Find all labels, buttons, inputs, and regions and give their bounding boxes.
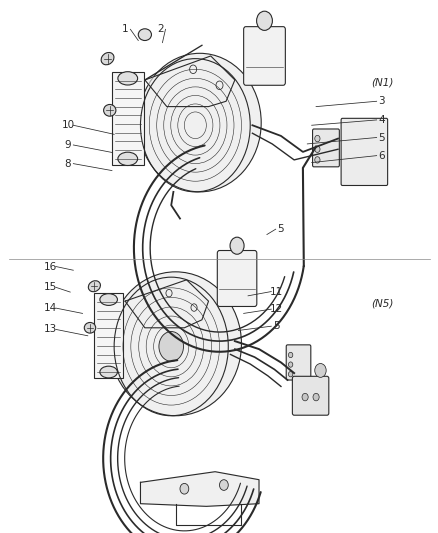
Circle shape [314, 146, 319, 152]
Ellipse shape [138, 29, 151, 41]
Ellipse shape [84, 322, 95, 333]
Ellipse shape [138, 53, 261, 192]
Text: 3: 3 [378, 96, 385, 106]
Text: (N1): (N1) [370, 78, 392, 87]
FancyBboxPatch shape [292, 376, 328, 415]
Ellipse shape [101, 52, 114, 65]
Text: 9: 9 [64, 140, 71, 150]
FancyBboxPatch shape [112, 72, 143, 165]
Text: 2: 2 [156, 25, 163, 34]
Text: 8: 8 [64, 159, 71, 168]
Text: 12: 12 [269, 304, 283, 314]
Ellipse shape [117, 71, 137, 85]
Circle shape [301, 393, 307, 401]
Ellipse shape [100, 366, 117, 378]
Polygon shape [125, 280, 208, 328]
Ellipse shape [110, 272, 241, 416]
Ellipse shape [103, 104, 116, 116]
Ellipse shape [88, 281, 100, 292]
Text: 15: 15 [44, 282, 57, 292]
Polygon shape [140, 472, 258, 506]
Ellipse shape [117, 152, 137, 165]
Text: 1: 1 [121, 25, 128, 34]
FancyBboxPatch shape [94, 293, 123, 378]
Circle shape [314, 157, 319, 163]
Text: (N5): (N5) [370, 299, 392, 309]
Circle shape [288, 352, 292, 358]
Circle shape [288, 362, 292, 367]
Circle shape [159, 332, 183, 361]
Text: 5: 5 [277, 224, 284, 234]
Circle shape [314, 364, 325, 377]
Text: 6: 6 [378, 151, 385, 160]
Text: 5: 5 [272, 321, 279, 331]
FancyBboxPatch shape [340, 118, 387, 185]
Text: 11: 11 [269, 287, 283, 296]
Circle shape [288, 372, 292, 377]
Circle shape [219, 480, 228, 490]
FancyBboxPatch shape [312, 129, 339, 167]
Text: 5: 5 [378, 133, 385, 142]
Circle shape [180, 483, 188, 494]
Text: 10: 10 [61, 120, 74, 130]
Polygon shape [145, 56, 234, 107]
Text: 14: 14 [44, 303, 57, 313]
Text: 4: 4 [378, 115, 385, 125]
FancyBboxPatch shape [217, 251, 256, 306]
Ellipse shape [100, 294, 117, 305]
Circle shape [256, 11, 272, 30]
Text: 13: 13 [44, 325, 57, 334]
Text: 16: 16 [44, 262, 57, 271]
FancyBboxPatch shape [243, 27, 285, 85]
Circle shape [230, 237, 244, 254]
Circle shape [314, 135, 319, 142]
Circle shape [312, 393, 318, 401]
FancyBboxPatch shape [286, 345, 310, 380]
